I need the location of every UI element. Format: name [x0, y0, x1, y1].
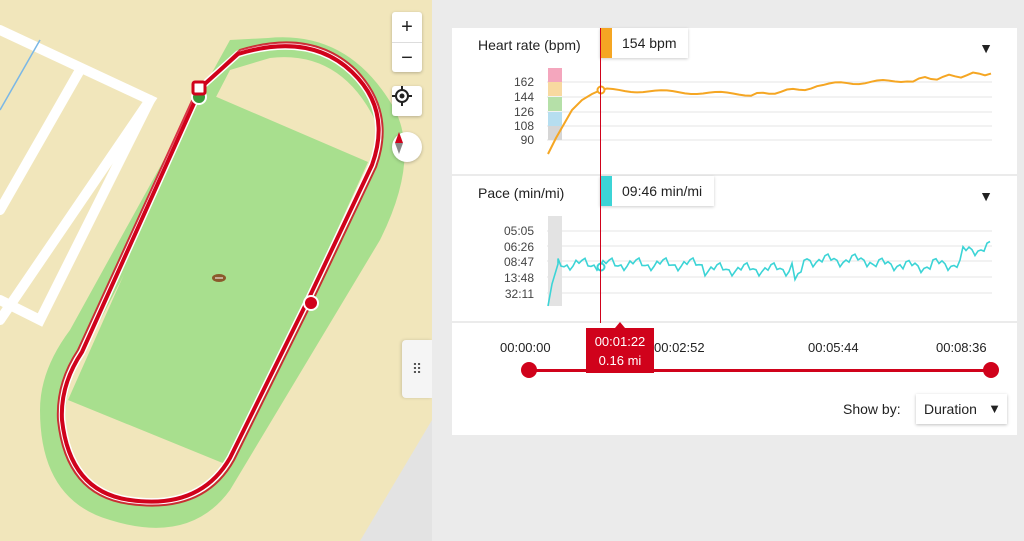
heart-rate-title: Heart rate (bpm): [478, 37, 581, 53]
timeline-label: 00:02:52: [654, 340, 705, 355]
heart-rate-value: 154 bpm: [622, 35, 677, 51]
show-by-value: Duration: [924, 401, 977, 417]
pace-line: [547, 240, 991, 307]
cursor-distance: 0.16 mi: [598, 353, 642, 368]
zoom-out-button[interactable]: −: [392, 42, 422, 73]
drag-handle-icon: ⠿: [411, 360, 423, 377]
heart-rate-zones: [548, 68, 562, 140]
pace-chart: Pace (min/mi) 09:46 min/mi ▼ 05:05 06:26…: [452, 176, 1017, 321]
timeline-label: 00:08:36: [936, 340, 987, 355]
timeline-cursor-label[interactable]: 00:01:22 0.16 mi: [586, 322, 654, 373]
pace-plot: [547, 216, 992, 307]
pace-cursor-dot: [596, 262, 606, 272]
route-line: [59, 44, 381, 504]
timeline-track[interactable]: [529, 369, 991, 372]
pace-dropdown[interactable]: ▼: [979, 188, 993, 204]
heart-rate-plot: [547, 68, 992, 155]
hr-zone-swatch: [548, 97, 562, 111]
chevron-down-icon: ▼: [988, 401, 1001, 416]
heart-rate-value-badge: 154 bpm: [600, 28, 689, 58]
timeline-label: 00:00:00: [500, 340, 551, 355]
panel-resize-handle[interactable]: ⠿: [402, 340, 432, 398]
timeline-start-handle[interactable]: [521, 362, 537, 378]
pace-value: 09:46 min/mi: [622, 183, 703, 199]
pace-tick: 32:11: [504, 287, 534, 301]
pace-swatch: [600, 176, 612, 206]
hr-zone-swatch: [548, 68, 562, 82]
hr-tick: 90: [520, 133, 534, 147]
pace-title: Pace (min/mi): [478, 185, 565, 201]
heart-rate-swatch: [600, 28, 612, 58]
football-icon: [212, 274, 226, 282]
timeline-label: 00:05:44: [808, 340, 859, 355]
cursor-time: 00:01:22: [594, 334, 646, 349]
hr-tick: 108: [513, 119, 534, 133]
locate-button[interactable]: [392, 86, 422, 116]
pace-value-badge: 09:46 min/mi: [600, 176, 715, 206]
hr-tick: 126: [513, 105, 534, 119]
locate-icon: [392, 86, 412, 106]
pace-tick: 13:48: [503, 271, 534, 285]
map-canvas: [0, 0, 432, 541]
hr-zone-swatch: [548, 126, 562, 140]
compass-icon: [395, 132, 403, 154]
pace-tick: 05:05: [503, 224, 534, 238]
zoom-in-button[interactable]: +: [401, 15, 413, 38]
time-cursor-line[interactable]: [600, 28, 601, 326]
compass-button[interactable]: [392, 132, 422, 162]
hr-zone-swatch: [548, 112, 562, 126]
hr-tick: 144: [513, 90, 534, 104]
timeline-end-handle[interactable]: [983, 362, 999, 378]
timeline-card: 00:00:00 00:02:52 00:05:44 00:08:36 00:0…: [452, 322, 1017, 435]
finish-marker: [191, 80, 207, 96]
heart-rate-cursor-dot: [596, 85, 606, 95]
show-by-label: Show by:: [843, 401, 901, 417]
hr-zone-swatch: [548, 82, 562, 96]
pace-tick: 06:26: [503, 240, 534, 254]
hr-tick: 162: [513, 75, 534, 89]
pace-tick: 08:47: [503, 255, 534, 269]
heart-rate-dropdown[interactable]: ▼: [979, 40, 993, 56]
position-marker: [303, 295, 319, 311]
heart-rate-line: [547, 71, 992, 155]
heart-rate-chart: Heart rate (bpm) 154 bpm ▼ 162 144 126 1…: [452, 28, 1017, 174]
zoom-control: + −: [392, 12, 422, 72]
map-view[interactable]: + − ⠿: [0, 0, 432, 541]
show-by-select[interactable]: Duration ▼: [916, 394, 1007, 424]
analysis-panel: Heart rate (bpm) 154 bpm ▼ 162 144 126 1…: [432, 0, 1024, 541]
